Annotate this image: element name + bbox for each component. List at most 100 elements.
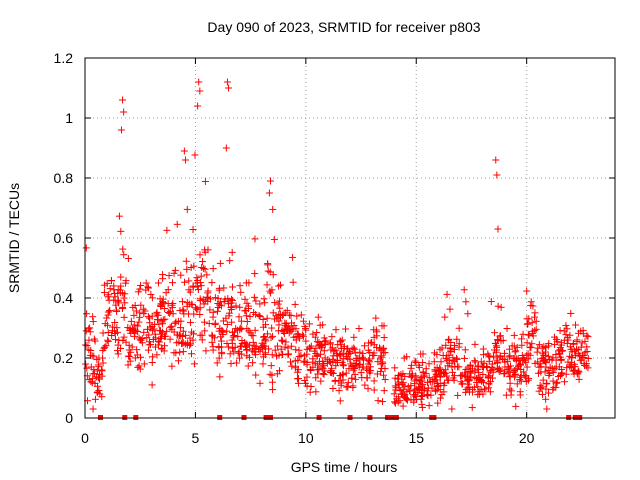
data-point xyxy=(113,324,121,332)
data-point xyxy=(135,318,143,326)
data-point xyxy=(289,278,297,286)
data-point xyxy=(168,362,176,370)
data-point xyxy=(117,126,125,134)
data-point xyxy=(270,236,278,244)
data-point xyxy=(471,367,479,375)
data-point xyxy=(137,281,145,289)
data-point xyxy=(181,278,189,286)
data-point xyxy=(249,338,257,346)
data-point xyxy=(267,334,275,342)
data-point xyxy=(529,329,537,337)
data-point xyxy=(512,402,520,410)
data-point xyxy=(335,387,343,395)
data-point xyxy=(537,384,545,392)
data-point xyxy=(299,332,307,340)
data-point xyxy=(542,359,550,367)
data-point xyxy=(238,325,246,333)
data-point xyxy=(351,345,359,353)
data-point xyxy=(228,248,236,256)
data-point xyxy=(553,378,561,386)
data-point xyxy=(90,352,98,360)
data-point xyxy=(107,276,115,284)
data-point xyxy=(128,343,136,351)
data-point xyxy=(583,332,591,340)
data-point xyxy=(546,363,554,371)
data-point xyxy=(517,365,525,373)
data-point xyxy=(340,362,348,370)
data-point xyxy=(377,353,385,361)
data-point xyxy=(224,343,232,351)
data-point xyxy=(230,332,238,340)
data-point xyxy=(126,325,134,333)
data-point xyxy=(246,313,254,321)
data-point xyxy=(111,318,119,326)
data-point xyxy=(438,344,446,352)
data-point xyxy=(380,387,388,395)
data-point xyxy=(576,356,584,364)
data-point xyxy=(407,373,415,381)
data-point xyxy=(294,375,302,383)
data-point xyxy=(567,363,575,371)
data-point xyxy=(124,255,132,263)
data-point xyxy=(484,350,492,358)
data-point xyxy=(136,309,144,317)
data-point xyxy=(283,326,291,334)
data-point xyxy=(185,277,193,285)
data-point xyxy=(120,333,128,341)
data-point xyxy=(313,352,321,360)
data-point xyxy=(482,362,490,370)
data-point xyxy=(170,349,178,357)
data-point xyxy=(403,353,411,361)
data-point xyxy=(320,347,328,355)
data-point xyxy=(163,327,171,335)
data-point xyxy=(91,395,99,403)
data-point xyxy=(329,384,337,392)
data-point xyxy=(241,295,249,303)
data-point xyxy=(437,358,445,366)
data-point xyxy=(361,342,369,350)
data-point xyxy=(143,334,151,342)
data-point xyxy=(251,326,259,334)
data-point xyxy=(494,225,502,233)
data-point xyxy=(513,343,521,351)
data-point xyxy=(539,376,547,384)
data-point xyxy=(82,244,90,252)
data-point xyxy=(436,372,444,380)
data-point xyxy=(553,337,561,345)
data-point xyxy=(413,395,421,403)
data-point xyxy=(455,324,463,332)
data-point xyxy=(260,295,268,303)
data-point xyxy=(183,265,191,273)
data-point xyxy=(194,286,202,294)
data-point xyxy=(307,382,315,390)
data-point xyxy=(446,305,454,313)
data-point xyxy=(449,374,457,382)
data-point xyxy=(518,341,526,349)
data-point xyxy=(153,308,161,316)
data-point xyxy=(148,326,156,334)
data-point xyxy=(267,362,275,370)
data-point xyxy=(188,301,196,309)
data-point xyxy=(269,386,277,394)
data-point xyxy=(351,362,359,370)
data-point xyxy=(148,294,156,302)
y-tick-label: 0.8 xyxy=(54,170,74,186)
data-point xyxy=(490,346,498,354)
data-point xyxy=(194,276,202,284)
data-point xyxy=(202,347,210,355)
data-point xyxy=(261,335,269,343)
data-point xyxy=(393,395,401,403)
data-point xyxy=(324,356,332,364)
data-point xyxy=(127,317,135,325)
data-point xyxy=(275,297,283,305)
data-point xyxy=(180,147,188,155)
data-points xyxy=(81,78,592,420)
data-point xyxy=(309,358,317,366)
data-point xyxy=(435,382,443,390)
data-point xyxy=(94,388,102,396)
data-point xyxy=(295,353,303,361)
data-point xyxy=(503,324,511,332)
data-point xyxy=(213,307,221,315)
data-point xyxy=(114,296,122,304)
data-point xyxy=(287,358,295,366)
